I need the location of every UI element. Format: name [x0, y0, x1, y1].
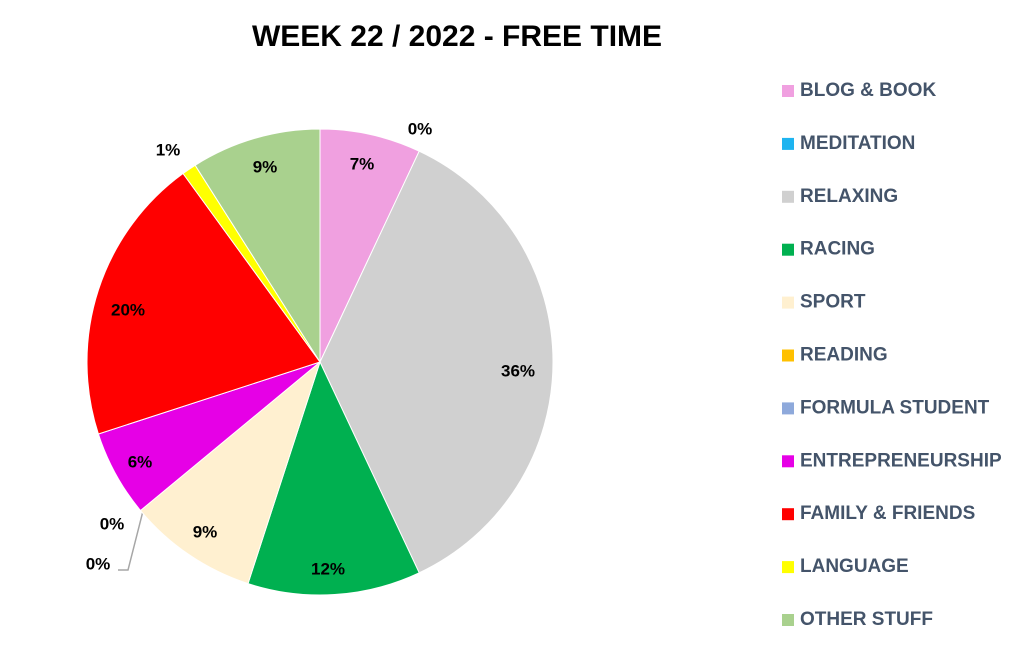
legend-swatch [782, 243, 794, 256]
data-label: 7% [350, 154, 375, 173]
legend-swatch [782, 614, 794, 626]
legend-label: RACING [800, 239, 875, 260]
data-label: 9% [253, 157, 278, 176]
pie-slice [247, 360, 420, 596]
legend-label: BLOG & BOOK [800, 80, 936, 101]
legend-swatch [782, 296, 794, 309]
data-label: 0% [100, 514, 125, 533]
legend-label: OTHER STUFF [800, 609, 933, 630]
leader-line [118, 510, 144, 571]
pie-slice [319, 150, 554, 574]
data-label: 0% [86, 554, 111, 573]
data-label: 9% [193, 522, 218, 541]
data-label: 20% [111, 300, 145, 319]
legend-swatch [782, 455, 794, 468]
legend-swatch [782, 349, 794, 362]
legend-swatch [782, 561, 794, 574]
pie-slice [139, 360, 322, 585]
legend-label: ENTREPRENEURSHIP [800, 450, 1002, 471]
data-label: 1% [156, 140, 181, 159]
legend-label: FORMULA STUDENT [800, 397, 990, 418]
legend-label: SPORT [800, 292, 866, 313]
legend-label: RELAXING [800, 186, 898, 207]
data-label: 36% [501, 361, 535, 380]
legend-swatch [782, 137, 794, 150]
chart-title: WEEK 22 / 2022 - FREE TIME [252, 20, 662, 53]
pie-slice [86, 172, 321, 435]
data-label: 0% [408, 119, 433, 138]
legend-swatch [782, 190, 794, 203]
data-label: 6% [128, 452, 153, 471]
legend-label: FAMILY & FRIENDS [800, 503, 975, 524]
legend-label: MEDITATION [800, 133, 915, 154]
pie-slice [194, 128, 321, 364]
legend-label: LANGUAGE [800, 556, 909, 577]
legend-swatch [782, 508, 794, 521]
legend-swatch [782, 402, 794, 415]
data-label: 12% [311, 559, 345, 578]
pie-slice [319, 128, 420, 363]
legend-label: READING [800, 345, 888, 366]
legend-swatch [782, 85, 794, 97]
